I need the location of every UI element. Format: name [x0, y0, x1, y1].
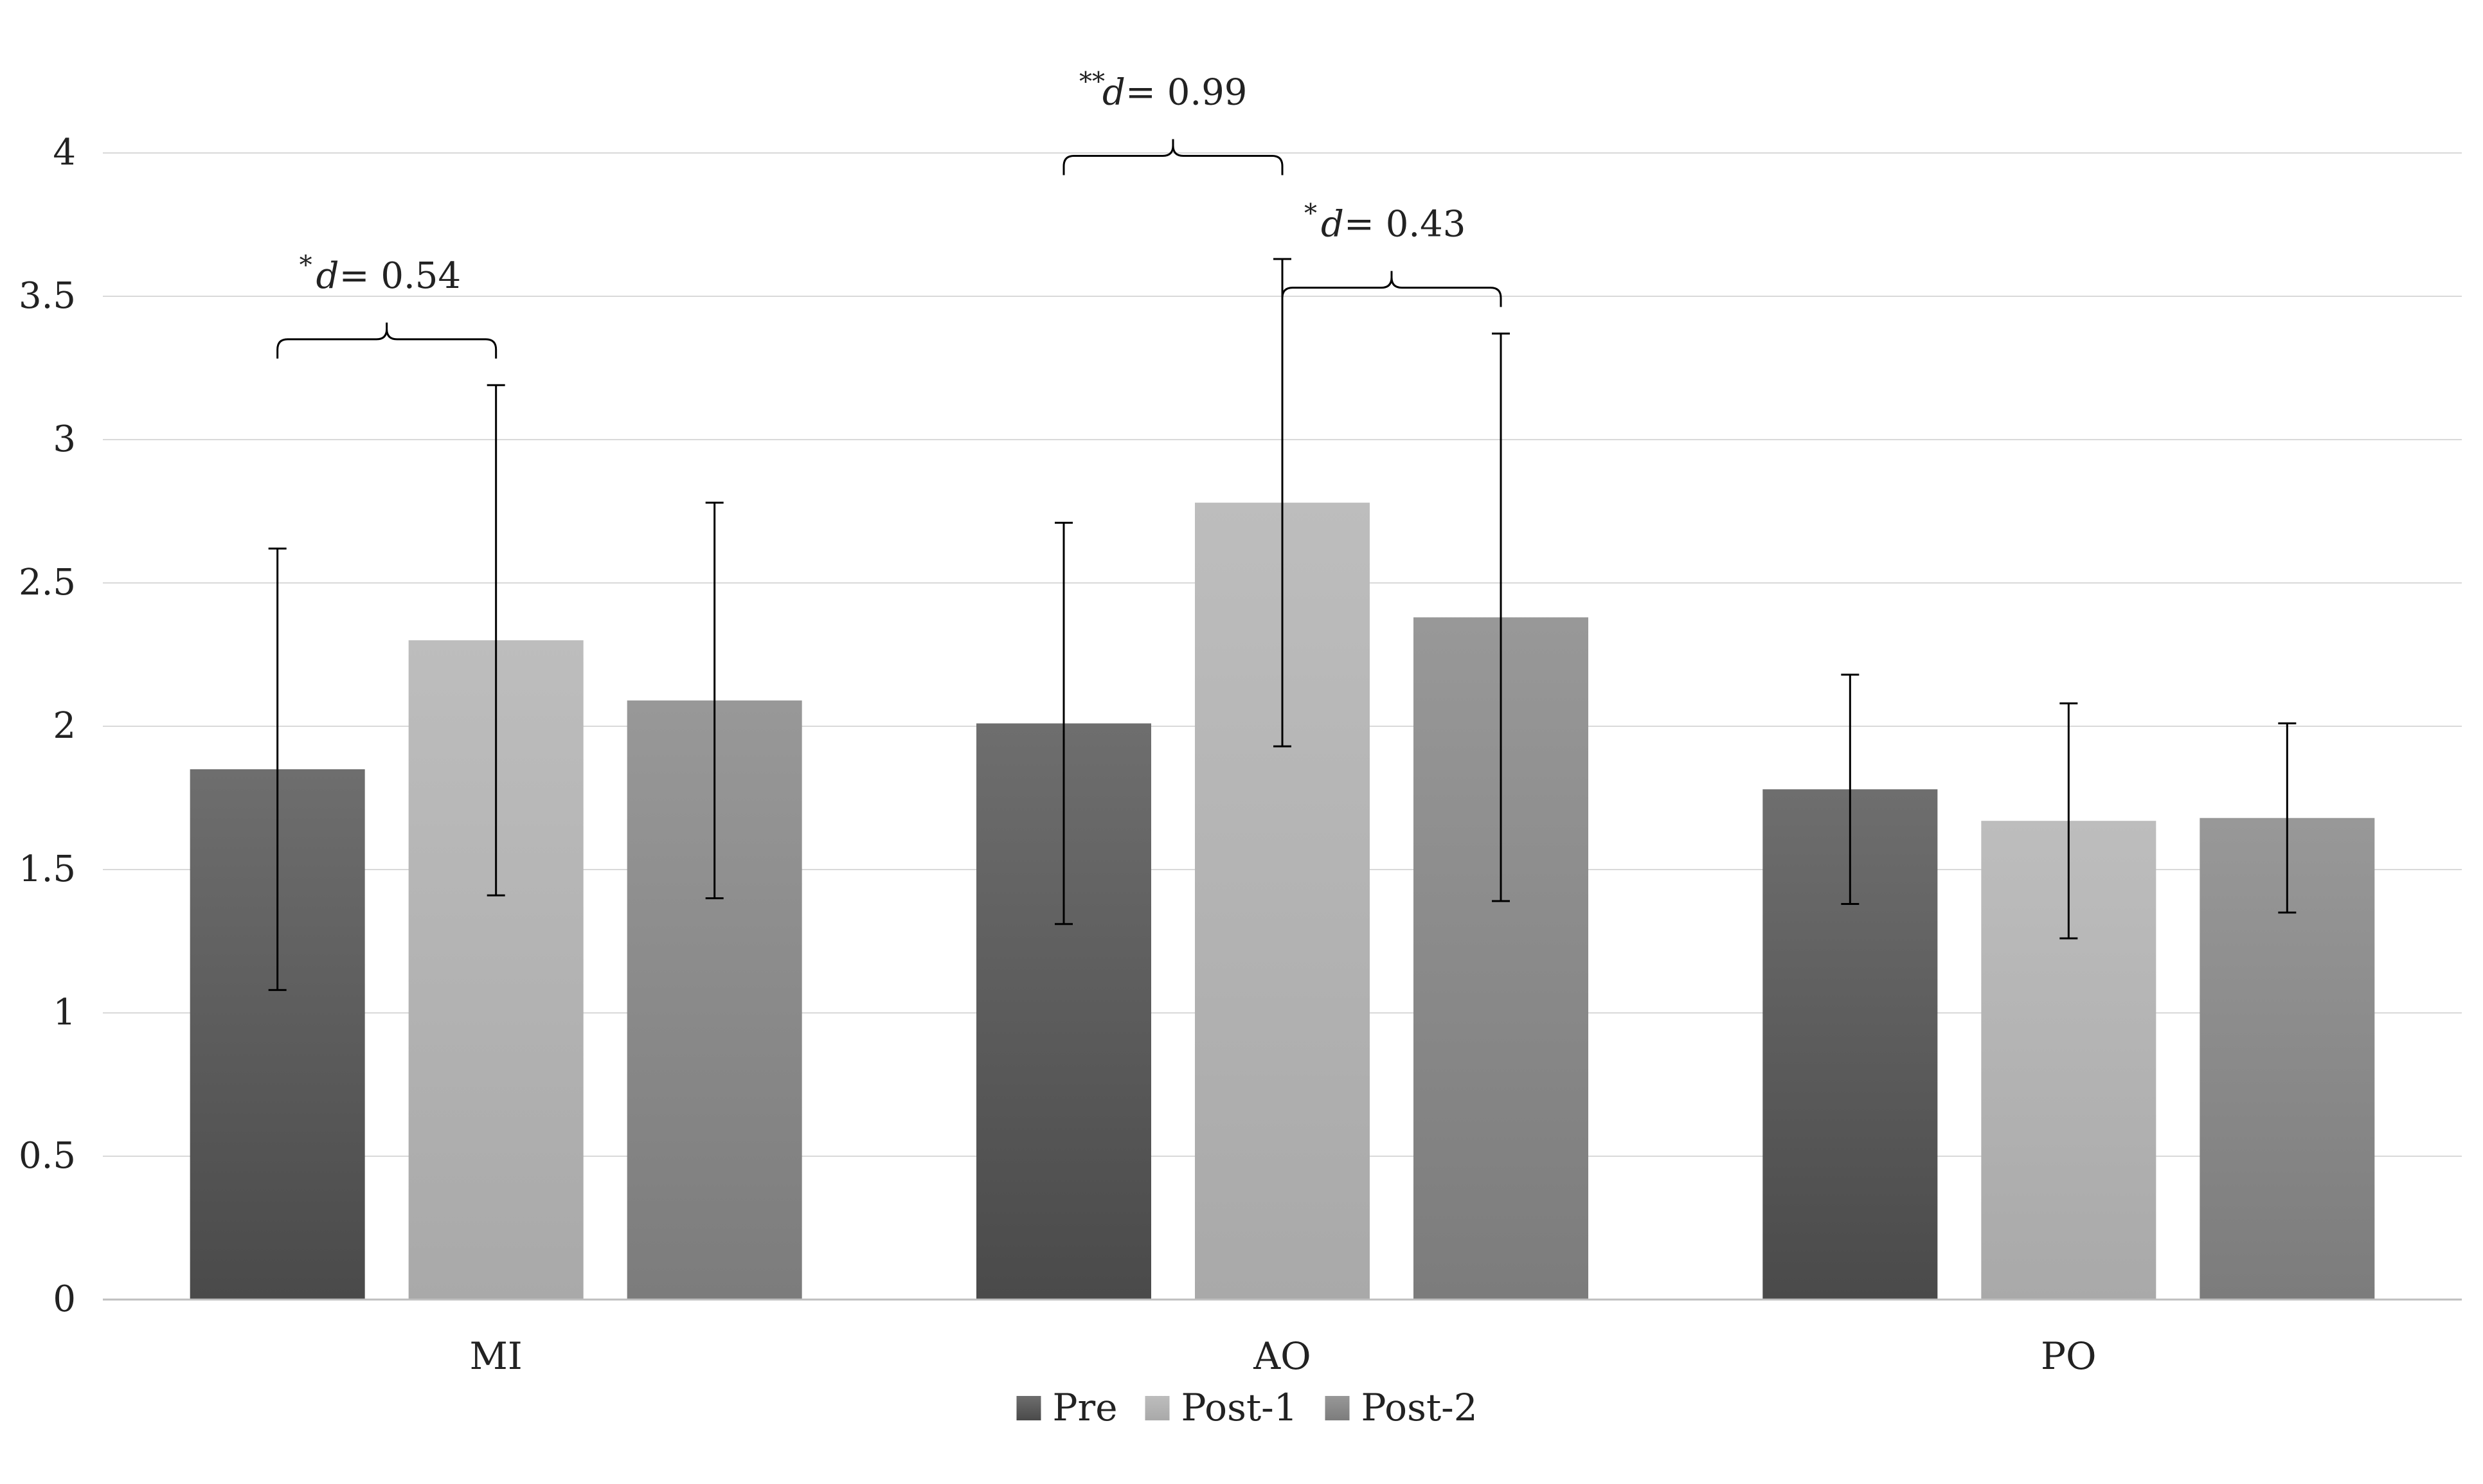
significance-stars: ** — [1079, 67, 1105, 96]
error-bars — [268, 258, 2297, 991]
y-tick-label-0: 0 — [53, 1278, 76, 1320]
effect-size-symbol: d — [316, 255, 339, 297]
legend-swatch — [1145, 1396, 1170, 1420]
bars — [190, 503, 2375, 1300]
x-category-label-ao: AO — [1253, 1334, 1311, 1378]
legend-label: Post-1 — [1181, 1386, 1298, 1429]
effect-size-symbol: d — [1102, 71, 1125, 113]
effect-size-value: = 0.54 — [339, 255, 461, 297]
y-tick-label-4: 2 — [53, 705, 76, 747]
y-tick-label-8: 4 — [53, 132, 76, 174]
significance-annotation-2: * d = 0.43 — [1281, 199, 1502, 307]
error-bar-po-post-1 — [2059, 702, 2078, 940]
y-tick-label-7: 3.5 — [19, 275, 76, 317]
bracket — [276, 322, 497, 359]
error-bar-ao-pre — [1055, 521, 1073, 925]
y-tick-label-2: 1 — [53, 992, 76, 1033]
significance-stars: * — [1304, 199, 1317, 229]
legend-label: Post-2 — [1361, 1386, 1478, 1429]
x-category-label-mi: MI — [470, 1334, 523, 1378]
legend-swatch — [1325, 1396, 1350, 1420]
legend-label: Pre — [1053, 1386, 1118, 1429]
effect-size-symbol: d — [1321, 204, 1344, 246]
significance-annotation-1: **d = 0.99 — [1062, 67, 1284, 175]
y-tick-label-1: 0.5 — [19, 1135, 76, 1177]
error-bar-mi-post-1 — [487, 384, 505, 897]
significance-stars: * — [300, 251, 312, 280]
error-bar-mi-post-2 — [705, 501, 724, 900]
error-bar-po-post-2 — [2278, 722, 2297, 914]
effect-size-value: = 0.99 — [1125, 71, 1247, 113]
error-bar-mi-pre — [268, 547, 287, 991]
bracket — [1281, 271, 1502, 307]
y-tick-label-3: 1.5 — [19, 848, 76, 890]
significance-annotations: * d = 0.54**d = 0.99* d = 0.43 — [276, 67, 1502, 359]
significance-annotation-0: * d = 0.54 — [276, 251, 497, 359]
bracket — [1062, 139, 1284, 175]
error-bar-po-pre — [1841, 674, 1860, 906]
legend-item-post-2: Post-2 — [1325, 1386, 1478, 1429]
y-tick-label-5: 2.5 — [19, 562, 76, 603]
error-bar-ao-post-1 — [1273, 258, 1291, 747]
legend-item-pre: Pre — [1016, 1386, 1118, 1429]
x-category-label-po: PO — [2041, 1334, 2097, 1378]
y-tick-label-6: 3 — [53, 418, 76, 460]
error-bar-ao-post-2 — [1492, 332, 1510, 902]
y-axis-tick-labels: 0 0.5 1 1.5 2 2.5 3 3.5 4 — [19, 132, 76, 1320]
legend: Pre Post-1 Post-2 — [1016, 1386, 1478, 1429]
legend-item-post-1: Post-1 — [1145, 1386, 1298, 1429]
legend-swatch — [1016, 1396, 1041, 1420]
effect-size-value: = 0.43 — [1344, 204, 1466, 246]
x-axis: MI AO PO — [103, 1298, 2462, 1378]
